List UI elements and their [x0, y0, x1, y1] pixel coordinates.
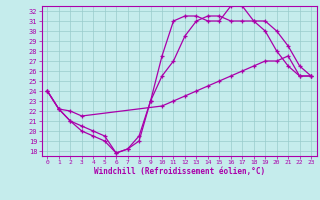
X-axis label: Windchill (Refroidissement éolien,°C): Windchill (Refroidissement éolien,°C) — [94, 167, 265, 176]
